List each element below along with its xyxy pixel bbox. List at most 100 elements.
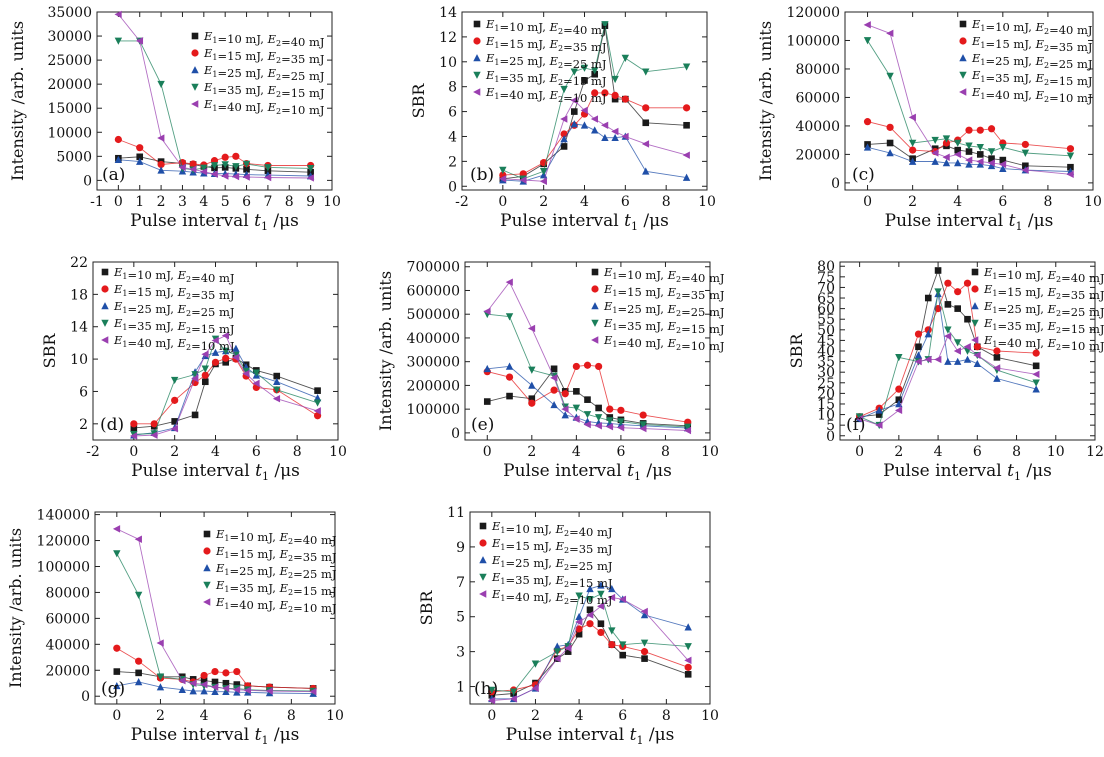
legend-label: E1=15 mJ, E2=35 mJ	[113, 282, 235, 302]
legend-label: E1=35 mJ, E2=15 mJ	[603, 316, 725, 336]
legend-label: E1=10 mJ, E2=40 mJ	[971, 17, 1093, 37]
legend-marker	[971, 336, 978, 343]
x-tick-label: 6	[242, 194, 251, 210]
y-tick-label: 20000	[45, 663, 90, 679]
data-point	[887, 140, 894, 147]
data-point	[886, 124, 893, 131]
y-tick-label: 6	[448, 105, 457, 121]
data-point	[222, 355, 229, 362]
panel-label: (c)	[852, 165, 875, 185]
data-point	[506, 363, 513, 370]
x-tick-label: 8	[661, 444, 670, 460]
legend-marker	[971, 320, 978, 327]
figure: -1 0 1 2 3 4 5 6 7 8 9 10 0 5000 10000 15000 20000 25000 3…	[0, 0, 1104, 752]
legend-label: E1=40 mJ, E2=10 mJ	[491, 587, 613, 607]
data-point	[591, 126, 598, 133]
data-point	[864, 21, 871, 28]
figure-canvas: -1 0 1 2 3 4 5 6 7 8 9 1005000100001500020000250003…	[0, 0, 1104, 752]
data-point	[683, 104, 690, 111]
legend-label: E1=25 mJ, E2=25 mJ	[491, 553, 613, 573]
data-point	[993, 375, 1000, 382]
x-tick-label: 2	[156, 708, 165, 724]
y-tick-label: 11	[447, 505, 465, 521]
x-tick-label: 0	[129, 444, 138, 460]
legend-marker	[959, 54, 966, 61]
data-point	[135, 670, 142, 677]
y-tick-label: 1	[456, 680, 465, 696]
legend-label: E1=35 mJ, E2=15 mJ	[485, 68, 607, 88]
data-point	[988, 148, 995, 155]
y-tick-label: 22	[70, 255, 88, 271]
legend-marker	[591, 285, 598, 292]
legend-label: E1=40 mJ, E2=10 mJ	[971, 85, 1093, 105]
y-tick-label: 2	[79, 417, 88, 433]
panel-label: (g)	[101, 679, 125, 699]
x-tick-label: 4	[572, 444, 581, 460]
legend-label: E1=25 mJ, E2=25 mJ	[971, 51, 1093, 71]
legend-marker	[959, 37, 966, 44]
legend-marker	[204, 531, 211, 538]
legend-label: E1=10 mJ, E2=40 mJ	[113, 265, 235, 285]
data-point	[683, 122, 690, 129]
data-point	[954, 305, 961, 312]
data-point	[886, 30, 893, 37]
legend-marker	[479, 574, 486, 581]
data-point	[1032, 379, 1039, 386]
data-point	[683, 151, 690, 158]
x-tick-label: -2	[86, 444, 100, 460]
data-point	[130, 420, 137, 427]
y-tick-label: 80000	[795, 62, 840, 78]
legend-label: E1=25 mJ, E2=25 mJ	[215, 561, 337, 581]
data-point	[314, 387, 321, 394]
legend-label: E1=40 mJ, E2=10 mJ	[215, 595, 337, 615]
data-point	[135, 678, 142, 685]
data-point	[965, 127, 972, 134]
x-tick-label: 6	[616, 444, 625, 460]
y-tick-label: 20000	[47, 77, 92, 93]
y-tick-label: 140000	[37, 508, 90, 524]
data-point	[157, 81, 164, 88]
x-tick-label: 8	[662, 708, 671, 724]
x-axis-label: Pulse interval t1 /μs	[131, 725, 300, 747]
data-point	[864, 37, 871, 44]
x-tick-label: 10	[1084, 194, 1102, 210]
series-line	[134, 358, 318, 428]
y-tick-label: 600000	[407, 283, 460, 299]
x-tick-label: 5	[221, 194, 230, 210]
data-point	[1022, 141, 1029, 148]
x-tick-label: 0	[114, 194, 123, 210]
y-tick-label: 14	[70, 320, 88, 336]
y-tick-label: 2	[448, 154, 457, 170]
data-point	[964, 316, 971, 323]
y-tick-label: 10	[439, 55, 457, 71]
data-point	[114, 668, 121, 675]
y-tick-label: 120000	[37, 534, 90, 550]
legend-marker	[479, 539, 486, 546]
data-point	[944, 332, 951, 339]
chart-panel: 0 2 4 6 8 10 120510152025303540455055606570758…	[787, 259, 1104, 483]
x-tick-label: 2	[908, 194, 917, 210]
legend-label: E1=25 mJ, E2=25 mJ	[485, 51, 607, 71]
x-axis-label: Pulse interval t1 /μs	[500, 211, 669, 233]
x-tick-label: 0	[487, 708, 496, 724]
data-point	[944, 280, 951, 287]
legend-label: E1=10 mJ, E2=40 mJ	[491, 519, 613, 539]
x-tick-label: 10	[329, 444, 347, 460]
y-tick-label: 4	[448, 129, 457, 145]
legend-marker	[592, 269, 599, 276]
panel-label: (h)	[474, 679, 498, 699]
legend-label: E1=35 mJ, E2=15 mJ	[971, 68, 1093, 88]
data-point	[232, 153, 239, 160]
legend-label: E1=15 mJ, E2=35 mJ	[603, 282, 725, 302]
legend-label: E1=10 mJ, E2=40 mJ	[603, 265, 725, 285]
data-point	[612, 92, 619, 99]
data-point	[611, 128, 618, 135]
x-tick-label: 10	[701, 444, 719, 460]
legend-marker	[203, 598, 210, 605]
x-tick-label: 2	[170, 444, 179, 460]
legend-marker	[479, 590, 486, 597]
x-tick-label: 9	[306, 194, 315, 210]
data-point	[909, 147, 916, 154]
chart-panel: 0 2 4 6 8 10020000400006000080000100000120000…	[756, 5, 1102, 233]
data-point	[622, 55, 629, 62]
